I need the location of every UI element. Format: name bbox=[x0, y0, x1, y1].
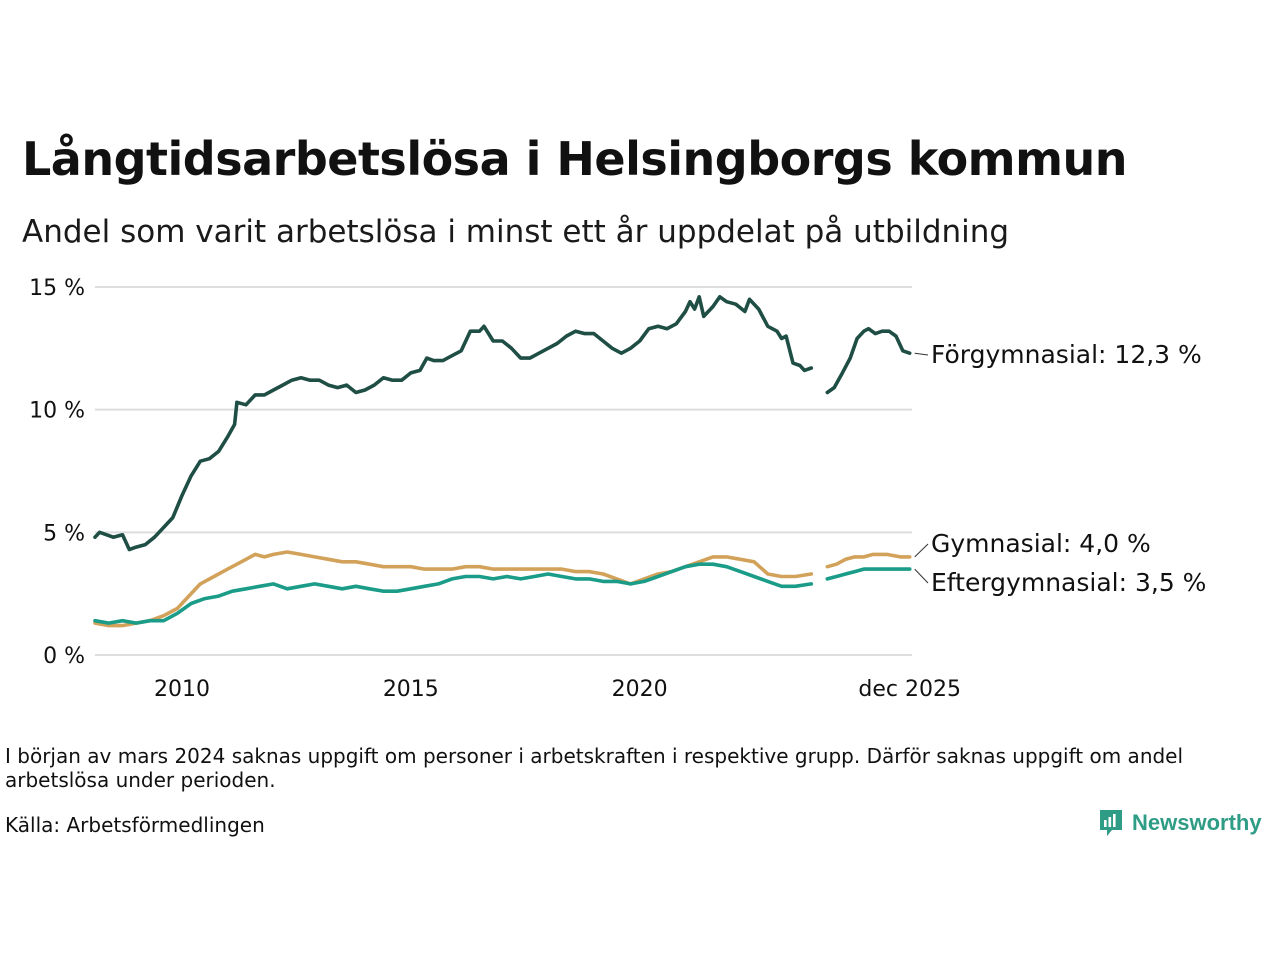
newsworthy-logo[interactable]: Newsworthy bbox=[1098, 808, 1262, 838]
source-text: Källa: Arbetsförmedlingen bbox=[5, 813, 265, 837]
x-axis-ticks: 2010 2015 2020 dec 2025 bbox=[154, 677, 961, 702]
series-line-eftergymnasial bbox=[93, 562, 912, 625]
y-tick-label: 5 % bbox=[43, 521, 85, 546]
series-label-gymnasial: Gymnasial: 4,0 % bbox=[931, 529, 1151, 558]
x-tick-label: 2020 bbox=[612, 677, 668, 702]
series-end-labels: Förgymnasial: 12,3 % Gymnasial: 4,0 % Efte… bbox=[914, 340, 1206, 597]
x-tick-label: dec 2025 bbox=[858, 677, 961, 702]
label-leader-line bbox=[914, 543, 929, 558]
series-label-förgymnasial: Förgymnasial: 12,3 % bbox=[931, 340, 1202, 369]
series-line-förgymnasial bbox=[93, 295, 912, 552]
x-tick-label: 2010 bbox=[154, 677, 210, 702]
y-tick-label: 0 % bbox=[43, 644, 85, 669]
x-tick-label: 2015 bbox=[383, 677, 439, 702]
brand-name: Newsworthy bbox=[1132, 810, 1262, 835]
y-tick-label: 15 % bbox=[29, 276, 85, 301]
line-chart: 0 % 5 % 10 % 15 % 2010 2015 2020 dec 2025 Förg… bbox=[29, 276, 1206, 702]
gridlines bbox=[95, 286, 912, 656]
label-leader-line bbox=[914, 352, 929, 356]
series-label-eftergymnasial: Eftergymnasial: 3,5 % bbox=[931, 568, 1206, 597]
y-axis-ticks: 0 % 5 % 10 % 15 % bbox=[29, 276, 85, 669]
newsworthy-logo-icon bbox=[1100, 810, 1122, 836]
series-line-gymnasial bbox=[93, 550, 912, 628]
chart-subtitle: Andel som varit arbetslösa i minst ett å… bbox=[22, 214, 1010, 250]
page-title: Långtidsarbetslösa i Helsingborgs kommun bbox=[22, 132, 1128, 186]
y-tick-label: 10 % bbox=[29, 399, 85, 424]
series-lines bbox=[93, 295, 912, 628]
label-leader-line bbox=[914, 568, 929, 584]
footnote: I början av mars 2024 saknas uppgift om … bbox=[5, 744, 1184, 792]
